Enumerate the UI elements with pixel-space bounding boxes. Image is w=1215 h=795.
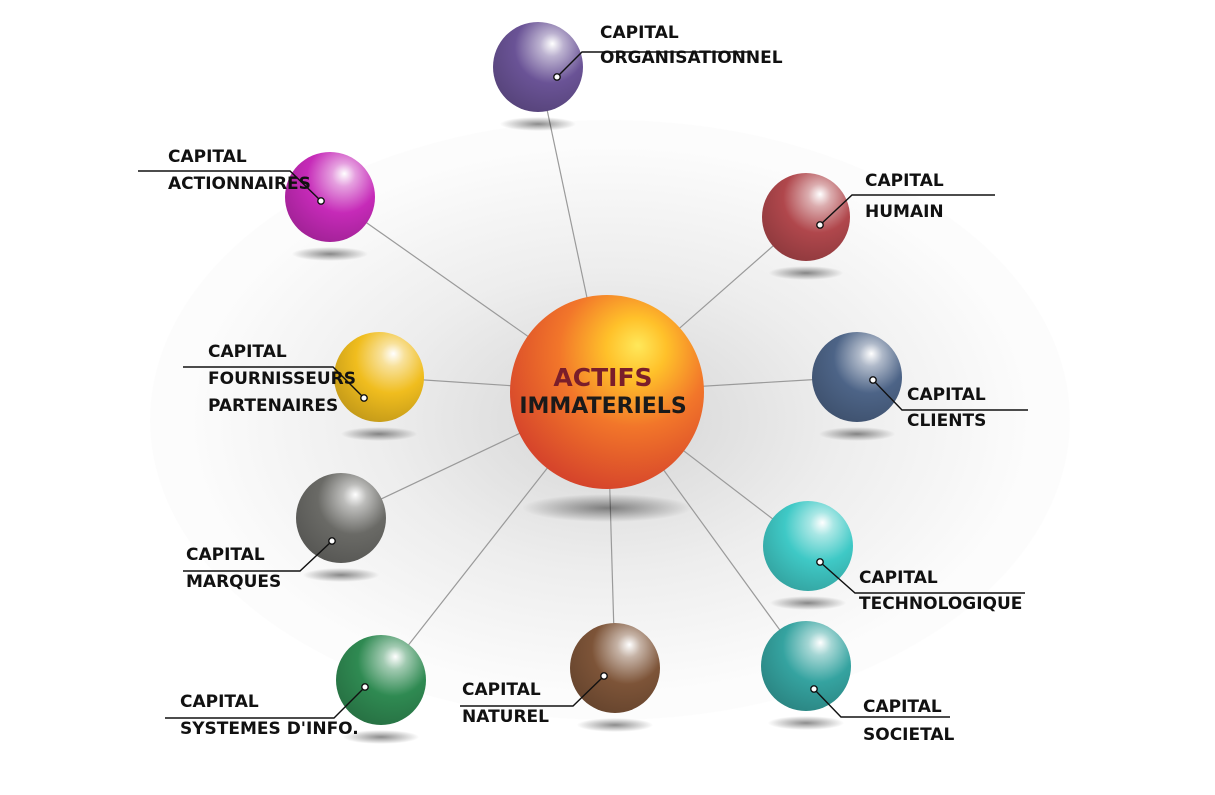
center-sphere-ball: [510, 295, 704, 489]
label-clients-line1: CAPITAL: [907, 385, 986, 405]
callout-line-actionnaires: [138, 170, 322, 202]
center-shadow: [522, 494, 692, 522]
callout-line-systemes: [165, 686, 366, 719]
labels: CAPITAL ORGANISATIONNEL CAPITAL HUMAIN CAPIT…: [168, 23, 1022, 745]
callout-dot-technologique: [816, 558, 824, 566]
shadow-societal: [767, 716, 845, 730]
label-fournisseurs-line3: PARTENAIRES: [208, 396, 338, 416]
callout-line-marques: [183, 540, 333, 572]
sphere-shadows: [291, 117, 896, 744]
sphere-organisationnel: [493, 22, 583, 112]
callout-dot-naturel: [600, 672, 608, 680]
label-organisationnel-line1: CAPITAL: [600, 23, 679, 43]
shadow-systemes: [342, 730, 420, 744]
label-societal-line2: SOCIETAL: [863, 725, 955, 745]
center-title-line2: IMMATERIELS: [519, 394, 686, 419]
sphere-technologique: [763, 501, 853, 591]
shadow-humain: [768, 266, 844, 280]
label-technologique-line2: TECHNOLOGIQUE: [859, 594, 1022, 614]
shadow-naturel: [576, 718, 654, 732]
sphere-naturel: [570, 623, 660, 713]
label-naturel-line1: CAPITAL: [462, 680, 541, 700]
shadow-actionnaires: [291, 247, 369, 261]
callout-dot-societal: [810, 685, 818, 693]
callout-line-naturel: [460, 675, 605, 707]
callout-dot-systemes: [361, 683, 369, 691]
center-sphere: ACTIFS IMMATERIELS: [510, 295, 704, 522]
label-marques-line1: CAPITAL: [186, 545, 265, 565]
label-systemes-line2: SYSTEMES D'INFO.: [180, 719, 359, 739]
sphere-marques: [296, 473, 386, 563]
label-actionnaires-line2: ACTIONNAIRES: [168, 174, 311, 194]
label-systemes-line1: CAPITAL: [180, 692, 259, 712]
callout-line-societal: [813, 688, 950, 718]
label-societal-line1: CAPITAL: [863, 697, 942, 717]
label-fournisseurs-line2: FOURNISSEURS: [208, 369, 356, 389]
shadow-organisationnel: [499, 117, 577, 131]
callout-dot-fournisseurs: [360, 394, 368, 402]
center-title-line1: ACTIFS: [553, 363, 652, 392]
label-naturel-line2: NATUREL: [462, 707, 549, 727]
callout-dot-organisationnel: [553, 73, 561, 81]
callout-line-technologique: [819, 561, 1025, 594]
shadow-marques: [302, 568, 380, 582]
sphere-clients: [812, 332, 902, 422]
callout-line-humain: [819, 194, 995, 226]
callouts: [138, 51, 1028, 719]
label-organisationnel-line2: ORGANISATIONNEL: [600, 48, 783, 68]
label-actionnaires-line1: CAPITAL: [168, 147, 247, 167]
label-clients-line2: CLIENTS: [907, 411, 986, 431]
sphere-societal: [761, 621, 851, 711]
shadow-technologique: [769, 596, 847, 610]
shadow-fournisseurs: [340, 427, 418, 441]
sphere-systemes: [336, 635, 426, 725]
label-humain-line1: CAPITAL: [865, 171, 944, 191]
callout-dot-actionnaires: [317, 197, 325, 205]
callout-line-organisationnel: [556, 51, 752, 78]
callout-dot-marques: [328, 537, 336, 545]
callout-dot-humain: [816, 221, 824, 229]
callout-line-clients: [872, 379, 1028, 411]
label-fournisseurs-line1: CAPITAL: [208, 342, 287, 362]
label-humain-line2: HUMAIN: [865, 202, 944, 222]
shadow-clients: [818, 427, 896, 441]
sphere-fournisseurs: [334, 332, 424, 422]
spheres: [285, 22, 902, 725]
label-technologique-line1: CAPITAL: [859, 568, 938, 588]
sphere-humain: [762, 173, 850, 261]
callout-line-fournisseurs: [183, 366, 365, 399]
label-marques-line2: MARQUES: [186, 572, 281, 592]
callout-dot-clients: [869, 376, 877, 384]
sphere-actionnaires: [285, 152, 375, 242]
